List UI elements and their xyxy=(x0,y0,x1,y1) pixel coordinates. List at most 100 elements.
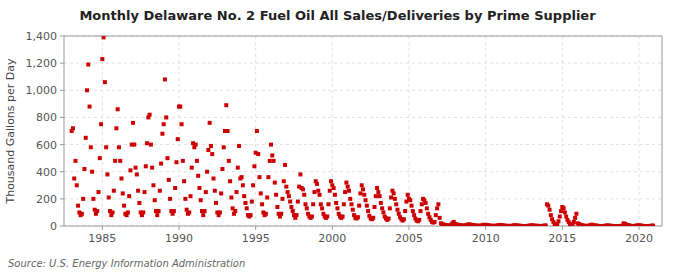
x-tick xyxy=(102,226,103,230)
grid-line-x xyxy=(332,36,333,226)
point xyxy=(304,202,308,206)
point xyxy=(315,182,319,186)
point xyxy=(406,193,410,197)
point xyxy=(264,212,268,216)
point xyxy=(562,206,566,210)
point xyxy=(121,191,125,195)
point xyxy=(82,167,86,171)
point xyxy=(344,181,348,185)
point xyxy=(312,190,316,194)
point xyxy=(85,88,89,92)
point xyxy=(558,215,562,219)
point xyxy=(135,172,139,176)
point xyxy=(289,205,293,209)
point xyxy=(298,172,302,176)
point xyxy=(128,168,132,172)
point xyxy=(173,186,177,190)
point xyxy=(118,159,122,163)
point xyxy=(375,186,379,190)
x-tick-label: 2020 xyxy=(625,232,653,245)
point xyxy=(360,183,364,187)
point xyxy=(233,209,237,213)
point xyxy=(343,190,347,194)
point xyxy=(243,201,247,205)
point xyxy=(393,197,397,201)
point xyxy=(365,204,369,208)
grid-line-x xyxy=(562,36,563,226)
y-tick xyxy=(60,117,64,118)
point xyxy=(403,209,407,213)
point xyxy=(245,206,249,210)
point xyxy=(361,187,365,191)
x-tick-label: 2010 xyxy=(472,232,500,245)
point xyxy=(424,201,428,205)
point xyxy=(296,200,300,204)
point xyxy=(311,202,315,206)
point xyxy=(425,206,429,210)
point xyxy=(91,197,95,201)
x-tick xyxy=(639,226,640,230)
point xyxy=(394,202,398,206)
point xyxy=(356,215,360,219)
point xyxy=(376,190,380,194)
point xyxy=(219,191,223,195)
point xyxy=(563,210,567,214)
point xyxy=(164,115,168,119)
point xyxy=(172,209,176,213)
point xyxy=(90,170,94,174)
point xyxy=(229,196,233,200)
point xyxy=(117,145,121,149)
point xyxy=(137,201,141,205)
x-tick-label: 2015 xyxy=(548,232,576,245)
point xyxy=(80,212,84,216)
point xyxy=(235,190,239,194)
point xyxy=(174,160,178,164)
point xyxy=(144,164,148,168)
point xyxy=(116,107,120,111)
point xyxy=(224,103,228,107)
y-tick xyxy=(60,90,64,91)
point xyxy=(226,129,230,133)
point xyxy=(100,57,104,61)
point xyxy=(268,159,272,163)
point xyxy=(350,202,354,206)
point xyxy=(131,121,135,125)
point xyxy=(272,159,276,163)
point xyxy=(378,194,382,198)
point xyxy=(316,189,320,193)
point xyxy=(209,144,213,148)
point xyxy=(183,197,187,201)
x-tick xyxy=(485,226,486,230)
y-tick xyxy=(60,36,64,37)
x-tick-label: 1990 xyxy=(165,232,193,245)
point xyxy=(573,216,577,220)
point xyxy=(122,204,126,208)
point xyxy=(143,190,147,194)
point xyxy=(89,145,93,149)
point xyxy=(438,216,442,220)
point xyxy=(546,204,550,208)
point xyxy=(341,215,345,219)
point xyxy=(388,206,392,210)
point xyxy=(329,179,333,183)
point xyxy=(544,223,548,226)
point xyxy=(408,198,412,202)
point xyxy=(288,200,292,204)
point xyxy=(189,194,193,198)
point xyxy=(269,143,273,147)
point xyxy=(213,189,217,193)
point xyxy=(206,148,210,152)
grid-line-x xyxy=(639,36,640,226)
point xyxy=(256,152,260,156)
point xyxy=(153,198,157,202)
points xyxy=(70,36,655,226)
point xyxy=(348,197,352,201)
point xyxy=(346,185,350,189)
point xyxy=(305,206,309,210)
point xyxy=(249,213,253,217)
point xyxy=(325,215,329,219)
point xyxy=(111,210,115,214)
point xyxy=(218,210,222,214)
x-tick xyxy=(562,226,563,230)
point xyxy=(295,213,299,217)
